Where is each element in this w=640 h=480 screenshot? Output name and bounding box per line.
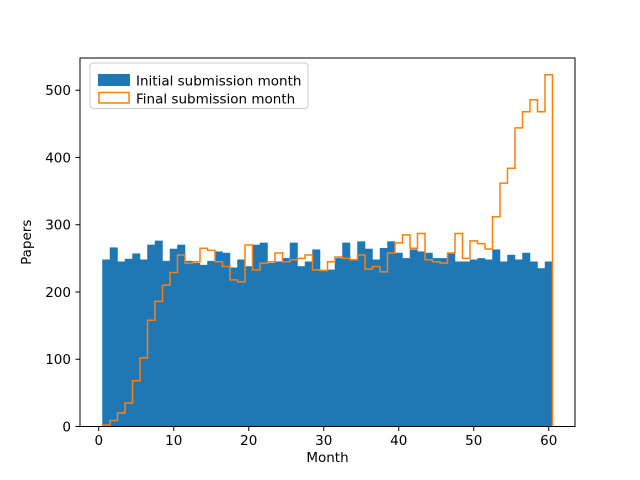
y-tick-label: 0 bbox=[62, 419, 71, 435]
y-tick-label: 300 bbox=[45, 218, 71, 234]
legend-label-initial: Initial submission month bbox=[136, 74, 301, 90]
legend-box bbox=[89, 62, 309, 109]
x-tick-label: 0 bbox=[94, 433, 103, 449]
y-tick-label: 400 bbox=[45, 150, 71, 166]
legend-label-final: Final submission month bbox=[136, 92, 295, 108]
y-axis-label: Papers bbox=[19, 220, 35, 265]
legend: Initial submission month Final submission… bbox=[89, 62, 309, 109]
plot-frame bbox=[79, 57, 576, 427]
x-tick-label: 30 bbox=[315, 433, 332, 449]
y-tick-label: 200 bbox=[45, 285, 71, 301]
legend-swatch-initial bbox=[98, 74, 130, 86]
x-axis-label: Month bbox=[306, 450, 348, 466]
y-tick-label: 100 bbox=[45, 352, 71, 368]
y-tick-label: 500 bbox=[45, 83, 71, 99]
x-tick-label: 50 bbox=[465, 433, 482, 449]
x-tick-label: 60 bbox=[540, 433, 557, 449]
final-histogram-step-line bbox=[101, 74, 554, 427]
x-tick-label: 20 bbox=[240, 433, 257, 449]
legend-swatch-final bbox=[98, 91, 130, 104]
x-tick-label: 10 bbox=[165, 433, 182, 449]
x-tick-label: 40 bbox=[390, 433, 407, 449]
